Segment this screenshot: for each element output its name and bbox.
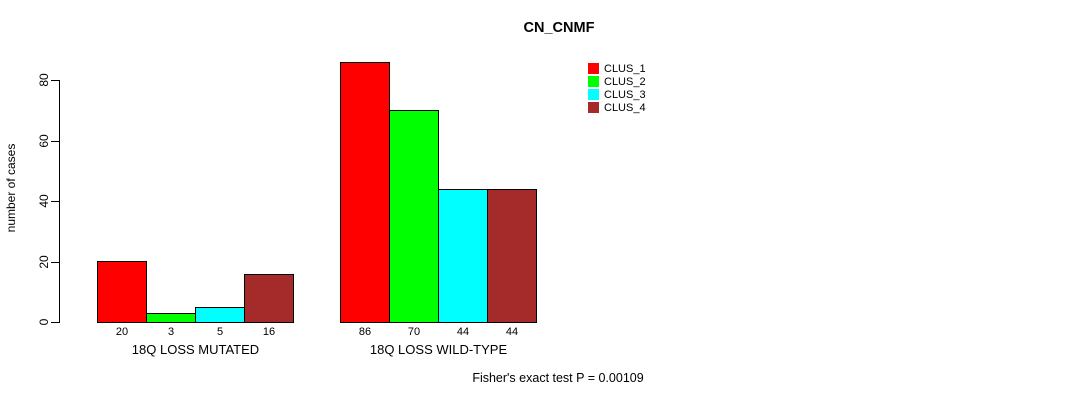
bar-value-label: 20	[115, 326, 129, 338]
legend-label: CLUS_3	[604, 88, 646, 101]
bar-value-label: 16	[262, 326, 276, 338]
bar-clus_4-group2	[487, 189, 537, 323]
fisher-test-note: Fisher's exact test P = 0.00109	[472, 371, 644, 385]
y-tick	[51, 141, 59, 142]
legend-swatch-icon	[588, 102, 599, 113]
group-label: 18Q LOSS WILD-TYPE	[369, 342, 508, 357]
legend-row: CLUS_3	[588, 88, 646, 101]
y-tick-label: 40	[37, 194, 51, 208]
bar-value-label: 44	[505, 326, 519, 338]
bar-clus_3-group1	[195, 307, 245, 323]
y-tick-label: 80	[37, 73, 51, 87]
bar-value-label: 3	[167, 326, 175, 338]
legend: CLUS_1 CLUS_2 CLUS_3 CLUS_4	[588, 62, 646, 114]
legend-row: CLUS_2	[588, 75, 646, 88]
chart-title: CN_CNMF	[523, 20, 595, 36]
legend-label: CLUS_1	[604, 62, 646, 75]
legend-row: CLUS_4	[588, 101, 646, 114]
y-tick-label: 0	[37, 318, 51, 326]
legend-swatch-icon	[588, 76, 599, 87]
y-tick	[51, 201, 59, 202]
y-tick	[51, 322, 59, 323]
legend-label: CLUS_4	[604, 101, 646, 114]
bar-value-label: 5	[216, 326, 224, 338]
group-label: 18Q LOSS MUTATED	[131, 342, 260, 357]
legend-row: CLUS_1	[588, 62, 646, 75]
bar-clus_2-group1	[146, 313, 196, 323]
y-tick	[51, 262, 59, 263]
legend-swatch-icon	[588, 89, 599, 100]
y-tick	[51, 80, 59, 81]
bar-clus_3-group2	[438, 189, 488, 323]
bar-clus_4-group1	[244, 274, 294, 323]
y-tick-label: 20	[37, 255, 51, 269]
bar-value-label: 70	[407, 326, 421, 338]
y-tick-label: 60	[37, 134, 51, 148]
bar-clus_2-group2	[389, 110, 439, 323]
bar-value-label: 86	[358, 326, 372, 338]
legend-label: CLUS_2	[604, 75, 646, 88]
y-axis-line	[59, 80, 60, 323]
bar-clus_1-group1	[97, 261, 147, 323]
bar-value-label: 44	[456, 326, 470, 338]
legend-swatch-icon	[588, 63, 599, 74]
bar-clus_1-group2	[340, 62, 390, 323]
y-axis-label: number of cases	[4, 143, 18, 233]
